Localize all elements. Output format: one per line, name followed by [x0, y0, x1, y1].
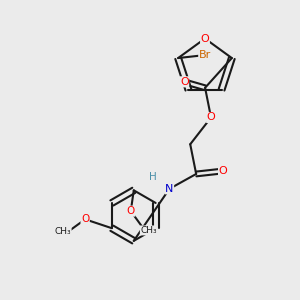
- Text: N: N: [165, 184, 174, 194]
- Text: O: O: [218, 166, 227, 176]
- Text: O: O: [127, 206, 135, 216]
- Text: O: O: [180, 77, 189, 87]
- Text: O: O: [207, 112, 215, 122]
- Text: O: O: [81, 214, 89, 224]
- Text: O: O: [201, 34, 209, 44]
- Text: Br: Br: [199, 50, 211, 60]
- Text: CH₃: CH₃: [140, 226, 157, 235]
- Text: H: H: [149, 172, 157, 182]
- Text: CH₃: CH₃: [55, 227, 71, 236]
